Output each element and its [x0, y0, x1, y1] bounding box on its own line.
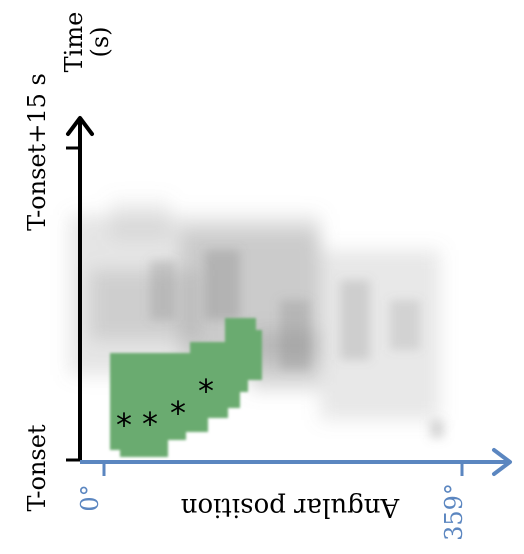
- time-axis: [66, 116, 94, 462]
- angle-tick-label-end: 359°: [440, 483, 468, 541]
- asterisk-marker: *: [142, 405, 158, 443]
- highlighted-region: [110, 318, 262, 457]
- time-tick-label-top: T-onset+15 s: [23, 73, 51, 231]
- angle-axis-title: Angular position: [180, 492, 400, 522]
- angle-axis: [80, 448, 512, 476]
- time-tick-label-bottom: T-onset: [23, 424, 51, 511]
- marker-group: * * * *: [116, 372, 214, 444]
- asterisk-marker: *: [198, 372, 214, 410]
- time-axis-arrowhead: [66, 116, 94, 136]
- time-axis-unit: (s): [86, 26, 114, 57]
- angle-tick-label-start: 0°: [76, 484, 104, 511]
- angle-axis-arrowhead: [492, 448, 512, 476]
- time-axis-title: Time: [60, 12, 88, 73]
- asterisk-marker: *: [170, 394, 186, 432]
- asterisk-marker: *: [116, 406, 132, 444]
